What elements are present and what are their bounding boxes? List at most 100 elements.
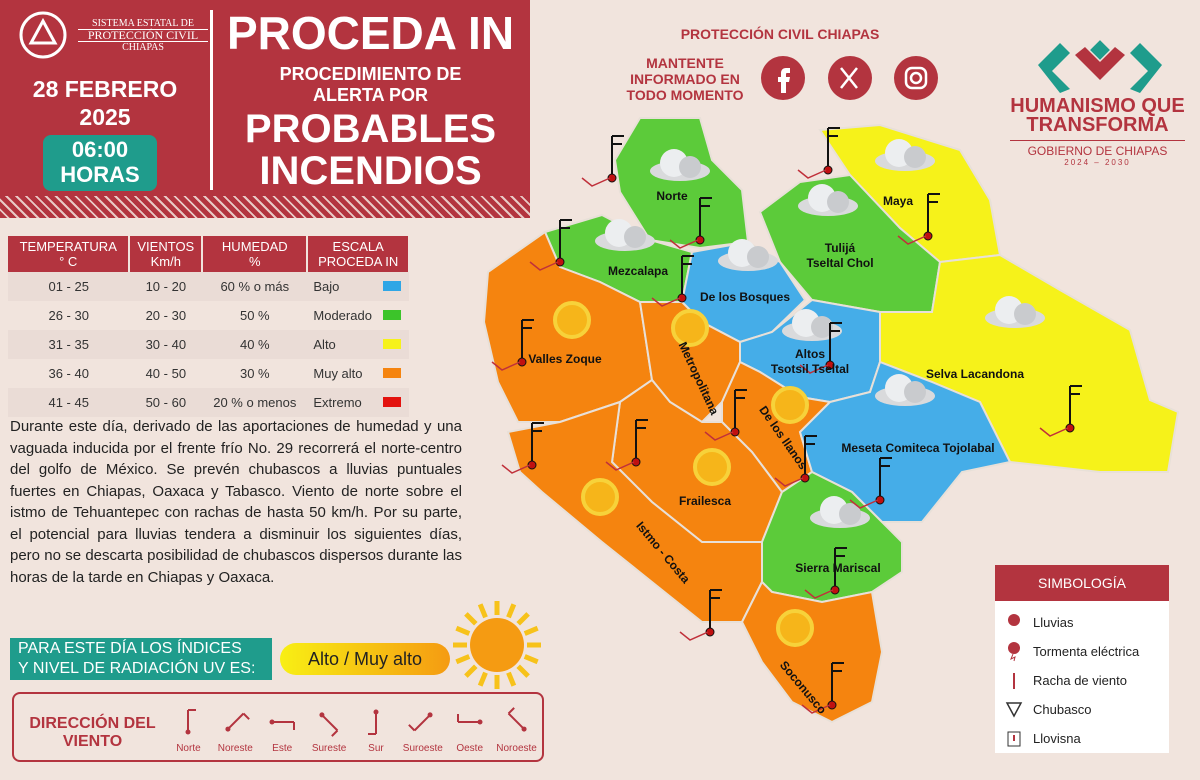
uv-label: Y NIVEL DE RADIACIÓN UV ES: <box>18 660 256 677</box>
wind-direction: Sur <box>353 704 400 754</box>
glyph <box>367 709 379 735</box>
shower-mark <box>605 461 635 471</box>
wind-direction-label: Sureste <box>311 743 347 754</box>
wind-legend-title: VIENTO <box>62 733 123 750</box>
table-value: 30 % <box>239 366 270 381</box>
symbology-icon <box>1013 672 1015 689</box>
barb-flag <box>830 322 842 332</box>
column-header-line: PROCEDA IN <box>318 254 399 269</box>
barb-flag <box>532 422 544 432</box>
sun-ray <box>477 603 488 619</box>
region-label: Meseta Comiteca Tojolabal <box>841 441 994 455</box>
barb-flag <box>835 547 847 557</box>
shower-mark <box>804 589 834 599</box>
wind-barb <box>491 319 534 371</box>
region-label: Sierra Mariscal <box>795 561 880 575</box>
wind-direction: Norte <box>165 704 212 754</box>
cloud-part <box>827 191 849 213</box>
region-label: Altos Tsotsil Tseltal <box>771 347 849 376</box>
shower-mark <box>529 261 559 271</box>
barb-dot <box>875 495 885 505</box>
region-label: Valles Zoque <box>528 352 602 366</box>
barb-dot <box>825 360 835 370</box>
symbology-label: Racha de viento <box>1033 673 1127 688</box>
social-title: PROTECCIÓN CIVIL CHIAPAS <box>680 26 880 42</box>
scale-label: Muy alto <box>313 366 363 381</box>
barb-flag <box>735 389 747 399</box>
wind-glyph <box>456 714 483 725</box>
barb-flag <box>560 219 572 229</box>
wind-barb <box>529 219 572 271</box>
region-label: De los Bosques <box>700 290 790 304</box>
region <box>613 117 750 250</box>
column-header: TEMPERATURA ° C <box>8 236 131 272</box>
instagram-icon[interactable] <box>894 56 938 100</box>
wind-barb <box>849 457 892 509</box>
barb-dot <box>631 457 641 467</box>
year: 2025 <box>79 104 131 130</box>
wind-direction: Noreste <box>212 704 259 754</box>
shower-mark <box>669 239 699 249</box>
org-line: SISTEMA ESTATAL DE <box>92 18 194 29</box>
shower-mark <box>797 169 827 179</box>
cloud-icon <box>718 239 778 271</box>
shower-mark <box>897 235 927 245</box>
wind-direction-label: Este <box>272 743 293 754</box>
wind-barb <box>581 135 624 187</box>
wind-barb <box>804 547 847 599</box>
uv-label: PARA ESTE DÍA LOS ÍNDICES <box>18 640 242 657</box>
column-header-line: TEMPERATURA <box>19 239 117 254</box>
table-cell: 41 - 45 <box>8 388 130 417</box>
glyph <box>225 712 251 732</box>
forecast-text: Durante este día, derivado de las aporta… <box>10 418 462 586</box>
cloud-icon <box>782 309 842 341</box>
table-cell: 40 % <box>202 330 308 359</box>
headline: INCENDIOS <box>259 149 482 193</box>
sun-icon <box>693 448 731 486</box>
barb-dot <box>800 473 810 483</box>
social-message: TODO MOMENTO <box>626 87 744 103</box>
wind-barb <box>669 197 712 249</box>
cloud-part <box>679 156 701 178</box>
government-name: GOBIERNO DE CHIAPAS <box>1010 140 1185 158</box>
glyph <box>319 712 339 737</box>
wind-glyph <box>225 712 251 732</box>
table-cell: 20 % o menos <box>202 388 308 417</box>
barb-flag <box>612 135 624 145</box>
barb-dot <box>827 700 837 710</box>
time: 06:00 <box>71 137 129 162</box>
cloud-icon <box>875 374 935 406</box>
table-cell: 30 - 40 <box>129 330 203 359</box>
glyph <box>407 712 433 732</box>
facebook-icon[interactable] <box>761 56 805 100</box>
sun-core <box>470 618 524 672</box>
table-value: 40 % <box>239 337 270 352</box>
region-label-line: Mezcalapa <box>608 264 668 278</box>
table-row: 41 - 45 50 - 60 20 % o menos Extremo <box>8 388 409 417</box>
table-cell: 50 % <box>202 301 307 330</box>
column-header-line: HUMEDAD <box>221 239 288 254</box>
wind-direction: Sureste <box>306 704 353 754</box>
wind-barb <box>704 389 747 441</box>
table-cell: 36 - 40 <box>8 359 129 388</box>
table-value: 41 - 45 <box>48 395 89 410</box>
symbology-item: Racha de viento <box>1005 666 1165 695</box>
barb-flag <box>636 419 648 429</box>
cloud-part <box>904 381 926 403</box>
x-icon[interactable] <box>828 56 872 100</box>
barb-dot <box>923 231 933 241</box>
barb-dot <box>1065 423 1075 433</box>
wind-direction-label: Oeste <box>456 743 484 754</box>
column-header-line: ° C <box>59 254 78 269</box>
wind-barb <box>797 127 840 179</box>
table-cell: 50 - 60 <box>129 388 203 417</box>
barb-dot <box>517 357 527 367</box>
table-value: 20 % o menos <box>213 395 297 410</box>
table-value: 26 - 30 <box>48 308 89 323</box>
symbology-icon <box>1005 701 1023 718</box>
government-logo <box>1038 40 1162 93</box>
table-value: 31 - 35 <box>48 337 89 352</box>
government-slogan: TRANSFORMA <box>1026 114 1169 136</box>
table-body: 01 - 25 10 - 20 60 % o más Bajo 26 - 30 20 - … <box>8 272 409 417</box>
